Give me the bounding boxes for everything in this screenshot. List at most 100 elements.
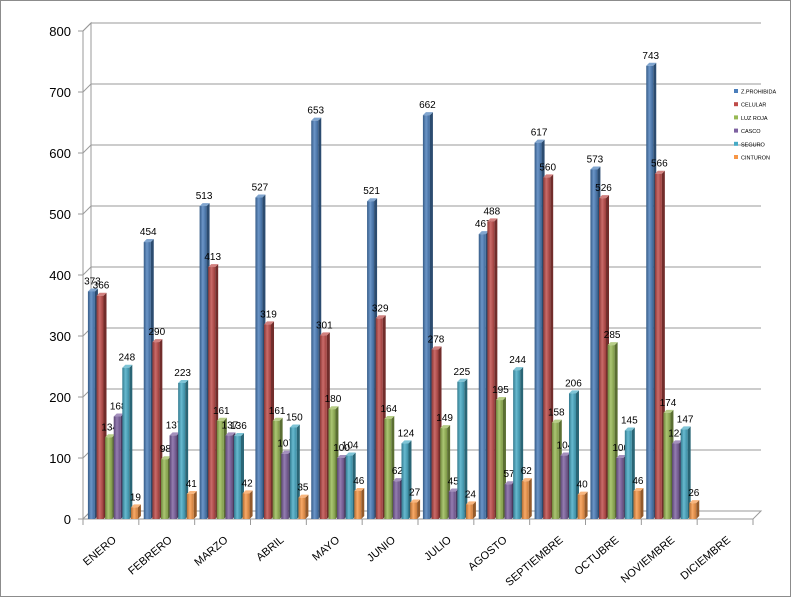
data-label: 329	[372, 303, 389, 314]
bar	[616, 458, 624, 519]
y-tick-label: 800	[49, 24, 71, 39]
gridline-depth	[82, 144, 92, 154]
bar	[465, 504, 473, 519]
bar	[199, 206, 207, 519]
gridline-depth	[82, 205, 92, 215]
category-label: ENERO	[81, 534, 119, 569]
bar-top	[616, 455, 627, 458]
bar	[560, 455, 568, 519]
data-label: 134	[101, 422, 118, 433]
bar-side	[464, 378, 468, 519]
bar	[384, 418, 392, 519]
bar-side	[687, 426, 691, 519]
data-label: 62	[392, 466, 404, 477]
bar-side	[696, 500, 700, 519]
bar-top	[319, 332, 330, 336]
bar-side	[584, 491, 588, 519]
bar-top	[208, 264, 219, 268]
bar	[233, 436, 241, 519]
bar-top	[105, 434, 116, 438]
data-label: 40	[577, 480, 589, 491]
bar-top	[87, 288, 98, 292]
bar	[160, 459, 168, 519]
data-label: 35	[297, 483, 309, 494]
data-label: 513	[196, 191, 213, 202]
data-label: 206	[565, 378, 582, 389]
bar-top	[289, 424, 300, 428]
bar-side	[296, 424, 300, 519]
data-label: 46	[353, 476, 365, 487]
data-label: 100	[612, 443, 629, 454]
category-label: DICIEMBRE	[678, 534, 733, 582]
bar-top	[478, 231, 489, 235]
category-label: NOVIEMBRE	[619, 534, 677, 586]
data-label: 147	[677, 414, 694, 425]
bar	[345, 455, 353, 519]
data-label: 24	[465, 489, 477, 500]
bar-side	[640, 487, 644, 519]
legend-swatch	[734, 141, 738, 146]
bar-top	[431, 346, 442, 350]
bar-top	[401, 440, 412, 444]
bar	[169, 435, 177, 519]
bar-top	[328, 406, 339, 410]
bar-top	[633, 487, 644, 491]
data-label: 26	[688, 488, 700, 499]
bar	[646, 65, 654, 520]
bar	[487, 221, 495, 519]
bar	[298, 497, 306, 519]
bar	[289, 427, 297, 519]
bar-top	[367, 198, 378, 202]
bar	[225, 435, 233, 519]
bar-side	[137, 504, 141, 519]
bar-top	[577, 491, 588, 495]
bar-top	[534, 139, 545, 143]
data-label: 301	[316, 320, 333, 331]
bar	[410, 502, 418, 519]
bar	[624, 430, 632, 519]
bar	[130, 507, 138, 519]
bar	[328, 409, 336, 519]
bar-top	[513, 367, 524, 371]
bar	[143, 242, 151, 519]
bar-top	[422, 112, 433, 116]
bar-top	[225, 432, 236, 436]
data-label: 521	[363, 186, 380, 197]
data-label: 573	[587, 154, 604, 165]
bar	[590, 169, 598, 519]
bar-top	[311, 117, 322, 121]
data-label: 45	[448, 477, 460, 488]
gridline-depth	[82, 83, 92, 93]
legend-entry: Z.PROHIBIDA	[741, 90, 776, 96]
bar-top	[663, 409, 674, 413]
bar-top	[672, 440, 683, 444]
bar-top	[560, 452, 571, 456]
bar	[122, 367, 130, 519]
bar	[495, 400, 503, 519]
bar-side	[472, 501, 476, 519]
category-label: SEPTIEMBRE	[503, 534, 565, 589]
bar	[534, 142, 542, 519]
data-label: 617	[531, 128, 548, 139]
bar-top	[599, 195, 610, 199]
data-label: 19	[130, 492, 142, 503]
bar	[457, 381, 465, 519]
legend-swatch	[734, 128, 738, 133]
bar-top	[216, 417, 227, 421]
bar-top	[337, 455, 348, 458]
bar-top	[130, 504, 141, 508]
data-label: 137	[222, 420, 239, 431]
legend-swatch	[734, 115, 738, 120]
data-label: 150	[286, 413, 303, 424]
data-label: 244	[509, 355, 526, 366]
bar-top	[152, 339, 163, 343]
bar-top	[281, 450, 292, 454]
data-label: 145	[621, 416, 638, 427]
data-label: 560	[539, 162, 556, 173]
bar	[337, 458, 345, 519]
gridline-depth	[82, 266, 92, 276]
bar-top	[345, 452, 356, 456]
data-label: 527	[252, 183, 269, 194]
legend-entry: CINTURON	[741, 156, 770, 162]
